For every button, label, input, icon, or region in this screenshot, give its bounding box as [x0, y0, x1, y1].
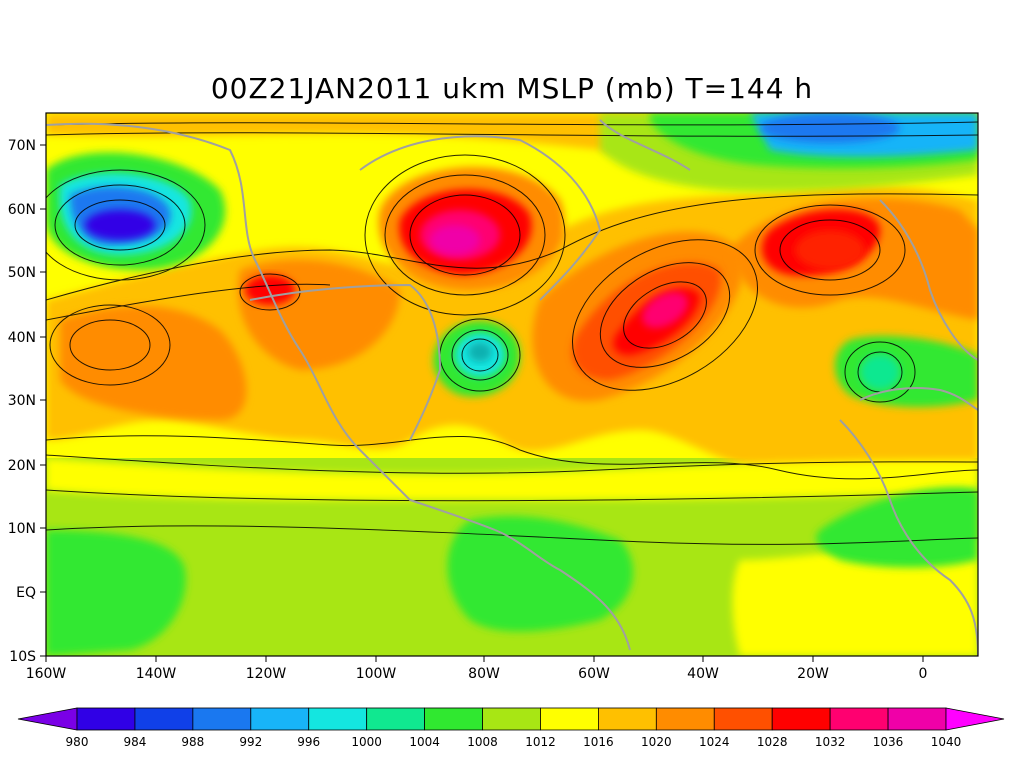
colorbar-swatch: [713, 707, 773, 731]
colorbar-swatch: [655, 707, 715, 731]
colorbar-label: 1008: [467, 735, 498, 749]
lat-label: 10S: [9, 649, 36, 665]
colorbar-swatch: [887, 707, 947, 731]
lon-label: 100W: [356, 666, 397, 682]
colorbar-label: 1028: [757, 735, 788, 749]
lon-label: 140W: [136, 666, 177, 682]
lat-label: 50N: [8, 265, 36, 281]
colorbar-swatch: [424, 707, 483, 731]
pressure-field: [46, 113, 978, 656]
lat-label: 10N: [8, 521, 36, 537]
colorbar-label: 988: [181, 735, 204, 749]
colorbar-swatch: [598, 707, 657, 731]
lon-label: 20W: [797, 666, 829, 682]
lon-label: 80W: [468, 666, 500, 682]
colorbar-label: 984: [123, 735, 146, 749]
colorbar-label: 1000: [351, 735, 382, 749]
lat-label: 60N: [8, 202, 36, 218]
colorbar-swatch: [308, 707, 368, 731]
colorbar-label: 1036: [873, 735, 904, 749]
lat-label: 70N: [8, 138, 36, 154]
colorbar-label: 1024: [699, 735, 730, 749]
colorbar-swatch: [366, 707, 425, 731]
lon-label: 160W: [26, 666, 67, 682]
colorbar-arrow-high: [945, 707, 1005, 731]
lat-label: 30N: [8, 393, 36, 409]
lon-label: 40W: [687, 666, 719, 682]
lat-axis: 70N 60N 50N 40N 30N 20N 10N EQ 10S: [8, 138, 46, 665]
colorbar-label: 992: [239, 735, 262, 749]
colorbar-label: 1040: [931, 735, 962, 749]
lat-label: EQ: [16, 585, 36, 601]
lon-label: 0: [919, 666, 928, 682]
colorbar-swatch: [482, 707, 541, 731]
lat-label: 20N: [8, 458, 36, 474]
lon-label: 60W: [578, 666, 610, 682]
colorbar-label: 1020: [641, 735, 672, 749]
colorbar-label: 1012: [525, 735, 556, 749]
colorbar: 980 984 988 992 996 1000 1004 1008 1012 1016 1020 1…: [17, 707, 1005, 749]
coastlines: [46, 119, 978, 656]
colorbar-label: 1016: [583, 735, 614, 749]
colorbar-label: 980: [66, 735, 89, 749]
colorbar-swatch: [134, 707, 194, 731]
lon-label: 120W: [246, 666, 287, 682]
lat-label: 40N: [8, 330, 36, 346]
colorbar-label: 1004: [409, 735, 440, 749]
colorbar-label: 1032: [815, 735, 846, 749]
colorbar-swatch: [76, 707, 136, 731]
colorbar-swatch: [540, 707, 599, 731]
map-title: 00Z21JAN2011 ukm MSLP (mb) T=144 h: [210, 72, 814, 105]
colorbar-swatch: [192, 707, 252, 731]
colorbar-swatch: [771, 707, 831, 731]
map-frame: [45, 112, 979, 657]
lon-axis: 160W 140W 120W 100W 80W 60W 40W 20W 0: [26, 656, 928, 682]
colorbar-arrow-low: [17, 707, 78, 731]
colorbar-label: 996: [297, 735, 320, 749]
colorbar-swatch: [829, 707, 889, 731]
colorbar-swatch: [250, 707, 310, 731]
